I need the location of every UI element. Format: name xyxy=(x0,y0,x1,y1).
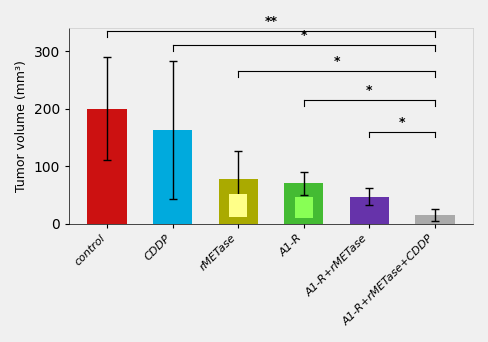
Y-axis label: Tumor volume (mm³): Tumor volume (mm³) xyxy=(15,60,28,192)
Bar xyxy=(415,215,455,224)
Bar xyxy=(295,197,313,218)
Text: *: * xyxy=(301,29,307,42)
Bar xyxy=(284,183,324,224)
Text: *: * xyxy=(333,55,340,68)
Bar xyxy=(153,130,192,224)
Bar xyxy=(87,108,127,224)
Bar xyxy=(229,195,247,217)
Text: *: * xyxy=(366,84,373,97)
Bar xyxy=(219,179,258,224)
Text: **: ** xyxy=(264,15,278,28)
Text: *: * xyxy=(399,116,406,129)
Bar xyxy=(350,197,389,224)
